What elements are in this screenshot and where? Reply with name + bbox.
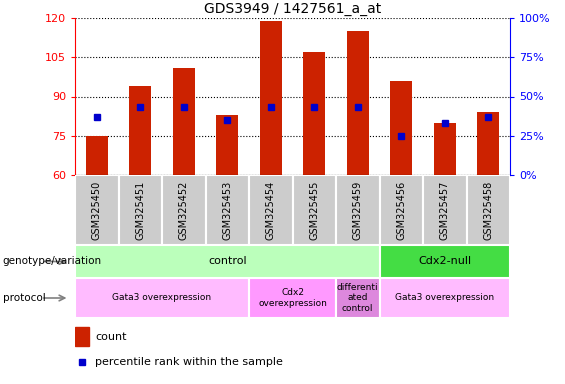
Bar xyxy=(434,122,455,175)
Text: GSM325453: GSM325453 xyxy=(222,180,232,240)
Bar xyxy=(380,175,423,245)
Text: differenti
ated
control: differenti ated control xyxy=(337,283,379,313)
Bar xyxy=(477,112,499,175)
Text: GSM325456: GSM325456 xyxy=(396,180,406,240)
Text: GSM325452: GSM325452 xyxy=(179,180,189,240)
Bar xyxy=(86,136,107,175)
Bar xyxy=(75,175,119,245)
Text: GSM325450: GSM325450 xyxy=(92,180,102,240)
Bar xyxy=(347,31,368,175)
Text: GSM325457: GSM325457 xyxy=(440,180,450,240)
Bar xyxy=(75,326,89,346)
Bar xyxy=(380,278,510,318)
Text: GSM325458: GSM325458 xyxy=(483,180,493,240)
Title: GDS3949 / 1427561_a_at: GDS3949 / 1427561_a_at xyxy=(204,2,381,16)
Text: GSM325459: GSM325459 xyxy=(353,180,363,240)
Bar xyxy=(423,175,467,245)
Text: Cdx2-null: Cdx2-null xyxy=(418,257,471,266)
Bar xyxy=(467,175,510,245)
Bar xyxy=(390,81,412,175)
Bar xyxy=(303,52,325,175)
Bar xyxy=(249,175,293,245)
Text: Cdx2
overexpression: Cdx2 overexpression xyxy=(258,288,327,308)
Text: Gata3 overexpression: Gata3 overexpression xyxy=(395,293,494,303)
Bar xyxy=(119,175,162,245)
Text: percentile rank within the sample: percentile rank within the sample xyxy=(95,357,283,367)
Bar xyxy=(75,245,380,278)
Bar xyxy=(206,175,249,245)
Text: protocol: protocol xyxy=(3,293,46,303)
Bar xyxy=(293,175,336,245)
Bar xyxy=(336,175,380,245)
Bar xyxy=(216,115,238,175)
Text: GSM325451: GSM325451 xyxy=(135,180,145,240)
Text: control: control xyxy=(208,257,246,266)
Bar xyxy=(260,21,281,175)
Text: GSM325454: GSM325454 xyxy=(266,180,276,240)
Text: GSM325455: GSM325455 xyxy=(309,180,319,240)
Text: Gata3 overexpression: Gata3 overexpression xyxy=(112,293,211,303)
Text: count: count xyxy=(95,332,127,342)
Bar xyxy=(173,68,194,175)
Bar xyxy=(380,245,510,278)
Bar xyxy=(249,278,336,318)
Bar xyxy=(336,278,380,318)
Bar xyxy=(162,175,206,245)
Bar xyxy=(75,278,249,318)
Text: genotype/variation: genotype/variation xyxy=(3,257,102,266)
Bar xyxy=(129,86,151,175)
